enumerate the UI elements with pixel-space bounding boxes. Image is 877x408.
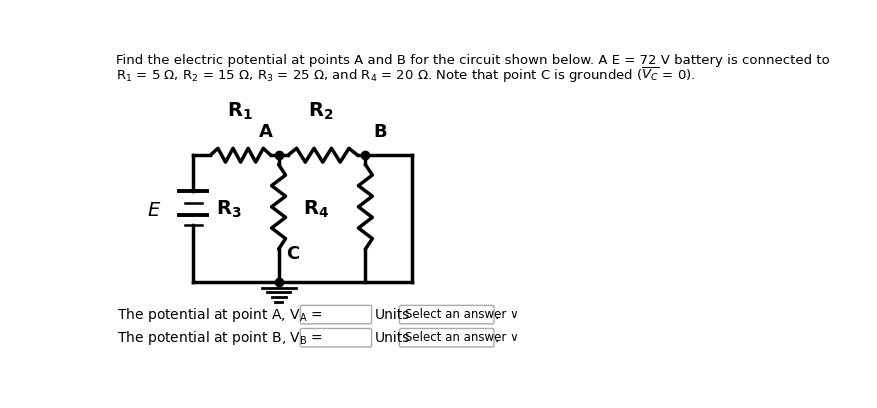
FancyBboxPatch shape xyxy=(400,305,494,324)
Text: $\mathit{E}$: $\mathit{E}$ xyxy=(147,201,161,220)
Text: $\mathbf{R_3}$: $\mathbf{R_3}$ xyxy=(216,198,241,220)
Text: $\mathbf{C}$: $\mathbf{C}$ xyxy=(286,245,301,263)
Text: $\mathbf{A}$: $\mathbf{A}$ xyxy=(258,123,274,141)
Text: Select an answer ∨: Select an answer ∨ xyxy=(405,308,518,321)
Text: Select an answer ∨: Select an answer ∨ xyxy=(405,331,518,344)
FancyBboxPatch shape xyxy=(300,328,372,347)
Text: Units: Units xyxy=(374,308,410,322)
Text: .: . xyxy=(495,308,499,322)
Text: Units: Units xyxy=(374,331,410,345)
Text: .: . xyxy=(495,331,499,345)
Text: Find the electric potential at points A and B for the circuit shown below. A E =: Find the electric potential at points A … xyxy=(116,53,830,67)
Text: $\mathbf{R_4}$: $\mathbf{R_4}$ xyxy=(303,198,329,220)
Text: The potential at point B, V$_\mathrm{B}$ =: The potential at point B, V$_\mathrm{B}$… xyxy=(118,329,324,347)
FancyBboxPatch shape xyxy=(400,328,494,347)
Text: The potential at point A, V$_\mathrm{A}$ =: The potential at point A, V$_\mathrm{A}$… xyxy=(118,306,324,324)
Text: $\mathbf{B}$: $\mathbf{B}$ xyxy=(373,123,388,141)
Text: $\mathbf{R_1}$: $\mathbf{R_1}$ xyxy=(227,101,253,122)
Text: R$_1$ = 5 $\Omega$, R$_2$ = 15 $\Omega$, R$_3$ = 25 $\Omega$, and R$_4$ = 20 $\O: R$_1$ = 5 $\Omega$, R$_2$ = 15 $\Omega$,… xyxy=(116,66,695,85)
Text: $\mathbf{R_2}$: $\mathbf{R_2}$ xyxy=(309,101,334,122)
FancyBboxPatch shape xyxy=(300,305,372,324)
